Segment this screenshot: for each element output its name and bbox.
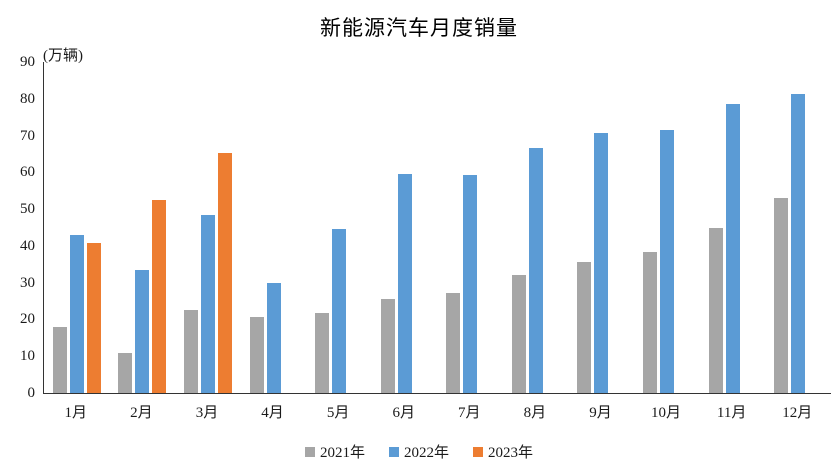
- x-tick-label: 10月: [651, 405, 682, 421]
- bar: [446, 293, 461, 393]
- bar: [86, 242, 101, 393]
- bar: [332, 228, 347, 393]
- bar: [577, 261, 592, 393]
- x-tick-label: 1月: [64, 405, 88, 421]
- y-axis-labels: 0 10 20 30 40 50 60 70 80 90: [0, 0, 35, 468]
- y-tick-label: 20: [20, 311, 35, 328]
- bar: [249, 317, 264, 393]
- x-axis-labels: 1月 2月 3月 4月 5月 6月 7月 8月 9月 10月 11月 12月: [43, 401, 830, 423]
- bar: [463, 174, 478, 393]
- legend-item: 2023年: [473, 441, 533, 462]
- x-tick-label: 2月: [130, 405, 153, 421]
- x-tick-label: 5月: [326, 405, 350, 421]
- bar: [511, 274, 526, 393]
- x-tick-label: 9月: [589, 405, 612, 421]
- bar: [183, 309, 198, 393]
- x-tick-label: 4月: [261, 405, 284, 421]
- bar: [217, 152, 232, 393]
- y-axis-unit-label: (万辆): [43, 48, 83, 64]
- y-tick-label: 40: [20, 237, 35, 254]
- bar: [69, 234, 84, 393]
- legend-swatch-icon: [388, 446, 399, 457]
- bar-group: [708, 103, 757, 393]
- bar-group: [118, 199, 167, 393]
- bar: [791, 93, 806, 393]
- x-tick-label: 6月: [392, 405, 415, 421]
- y-tick-label: 0: [27, 385, 36, 401]
- x-tick-label: 11月: [716, 405, 747, 421]
- bar: [380, 298, 395, 393]
- legend-label: 2021年: [319, 445, 365, 461]
- y-tick-label: 30: [20, 274, 35, 291]
- chart-title: 新能源汽车月度销量: [320, 16, 518, 40]
- legend-item: 2022年: [388, 441, 449, 462]
- bar: [725, 103, 740, 393]
- y-tick-label: 80: [20, 90, 35, 107]
- bar: [774, 197, 789, 393]
- bar-group: [577, 132, 625, 393]
- bar: [528, 148, 543, 393]
- x-tick-label: 8月: [523, 405, 547, 421]
- y-tick-label: 50: [20, 201, 35, 218]
- bar-group: [774, 93, 822, 393]
- bar: [708, 227, 723, 393]
- legend: 2021年 2022年 2023年: [0, 441, 838, 462]
- bar: [397, 173, 412, 393]
- y-tick-label: 70: [20, 127, 35, 144]
- bar-group: [643, 130, 691, 393]
- legend-swatch-icon: [473, 446, 483, 457]
- bar: [135, 270, 150, 393]
- bar: [643, 252, 658, 393]
- x-tick-label: 12月: [782, 405, 813, 421]
- bar-group: [380, 173, 429, 393]
- y-tick-label: 90: [20, 54, 35, 70]
- y-tick-label: 10: [20, 348, 35, 365]
- bar: [118, 352, 133, 393]
- bar: [315, 313, 330, 393]
- bar-group: [315, 228, 363, 393]
- bar: [660, 130, 675, 393]
- bar: [266, 283, 281, 393]
- y-tick-label: 60: [20, 164, 35, 181]
- bar: [52, 327, 67, 393]
- bar: [152, 199, 167, 393]
- bar-group: [511, 148, 560, 393]
- plot-area: [43, 62, 831, 394]
- x-tick-label: 7月: [458, 405, 481, 421]
- legend-label: 2023年: [488, 445, 534, 461]
- x-tick-label: 3月: [195, 405, 219, 421]
- bar-group: [446, 174, 494, 393]
- bar: [200, 215, 215, 393]
- legend-label: 2022年: [403, 445, 449, 461]
- legend-swatch-icon: [304, 446, 315, 457]
- bar-group: [249, 283, 298, 393]
- bar-group: [52, 234, 101, 393]
- bar-group: [183, 152, 232, 393]
- legend-item: 2021年: [304, 441, 365, 462]
- bar: [594, 132, 609, 393]
